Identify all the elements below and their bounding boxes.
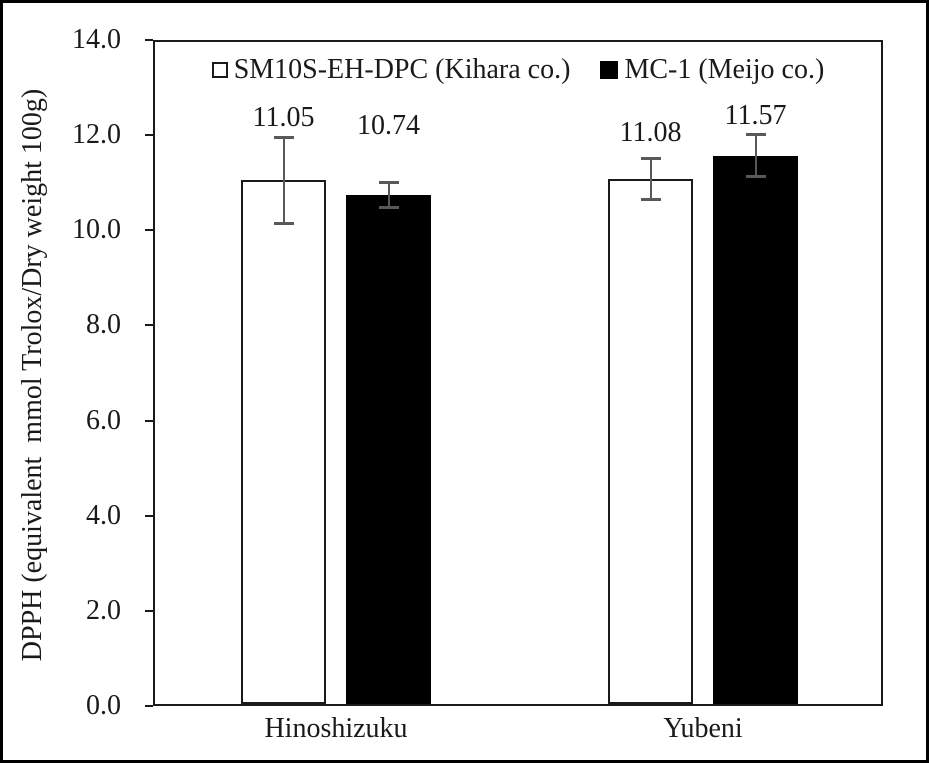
error-bar-line — [649, 157, 652, 201]
y-axis-tick — [145, 134, 153, 137]
bar — [713, 155, 798, 704]
legend-item-mc1: MC-1 (Meijo co.) — [600, 54, 824, 86]
y-axis-tick-label: 6.0 — [86, 404, 121, 436]
legend-label-mc1: MC-1 (Meijo co.) — [624, 54, 825, 85]
error-bar-cap-bottom — [640, 198, 661, 202]
error-bar-line — [282, 136, 285, 225]
y-axis-tick — [145, 229, 153, 232]
y-axis-tick-label: 10.0 — [72, 214, 121, 246]
x-category-label: Hinoshizuku — [264, 713, 408, 744]
y-axis-tick — [145, 324, 153, 327]
bar — [608, 178, 693, 704]
white-square-swatch-icon — [211, 62, 228, 78]
bar-value-label: 11.05 — [252, 101, 315, 133]
legend-item-sm10s: SM10S-EH-DPC (Kihara co.) — [211, 54, 571, 86]
y-axis-tick-label: 12.0 — [72, 119, 121, 151]
error-bar-cap-top — [745, 133, 766, 137]
y-axis-tick — [145, 419, 153, 422]
error-bar-line — [754, 134, 757, 177]
error-bar-cap-top — [378, 181, 399, 185]
y-axis-tick — [145, 39, 153, 41]
y-axis-tick-label: 4.0 — [86, 499, 121, 531]
y-axis-title: DPPH (equivalent mmol Trolox/Dry weight … — [17, 88, 48, 662]
error-bar-cap-top — [640, 156, 661, 160]
y-axis-tick — [145, 514, 153, 517]
legend: SM10S-EH-DPC (Kihara co.) MC-1 (Meijo co… — [153, 54, 883, 86]
y-axis-tick — [145, 705, 153, 707]
y-axis-tick-label: 0.0 — [86, 690, 121, 721]
bar-value-label: 11.57 — [724, 100, 787, 132]
x-category-label: Yubeni — [663, 713, 743, 744]
y-axis-tick-label: 2.0 — [86, 594, 121, 626]
error-bar-cap-bottom — [378, 205, 399, 209]
black-square-swatch-icon — [600, 61, 619, 79]
bar-value-label: 10.74 — [357, 110, 420, 142]
legend-label-sm10s: SM10S-EH-DPC (Kihara co.) — [233, 54, 571, 85]
bar — [346, 195, 431, 704]
y-axis-tick — [145, 609, 153, 612]
error-bar-cap-bottom — [745, 175, 766, 178]
error-bar-cap-bottom — [273, 222, 294, 226]
bar-value-label: 11.08 — [619, 116, 682, 148]
error-bar-line — [387, 182, 390, 208]
bar — [241, 180, 326, 704]
y-axis-tick-label: 8.0 — [86, 309, 121, 341]
y-axis-tick-label: 14.0 — [72, 24, 121, 55]
error-bar-cap-top — [273, 135, 294, 139]
